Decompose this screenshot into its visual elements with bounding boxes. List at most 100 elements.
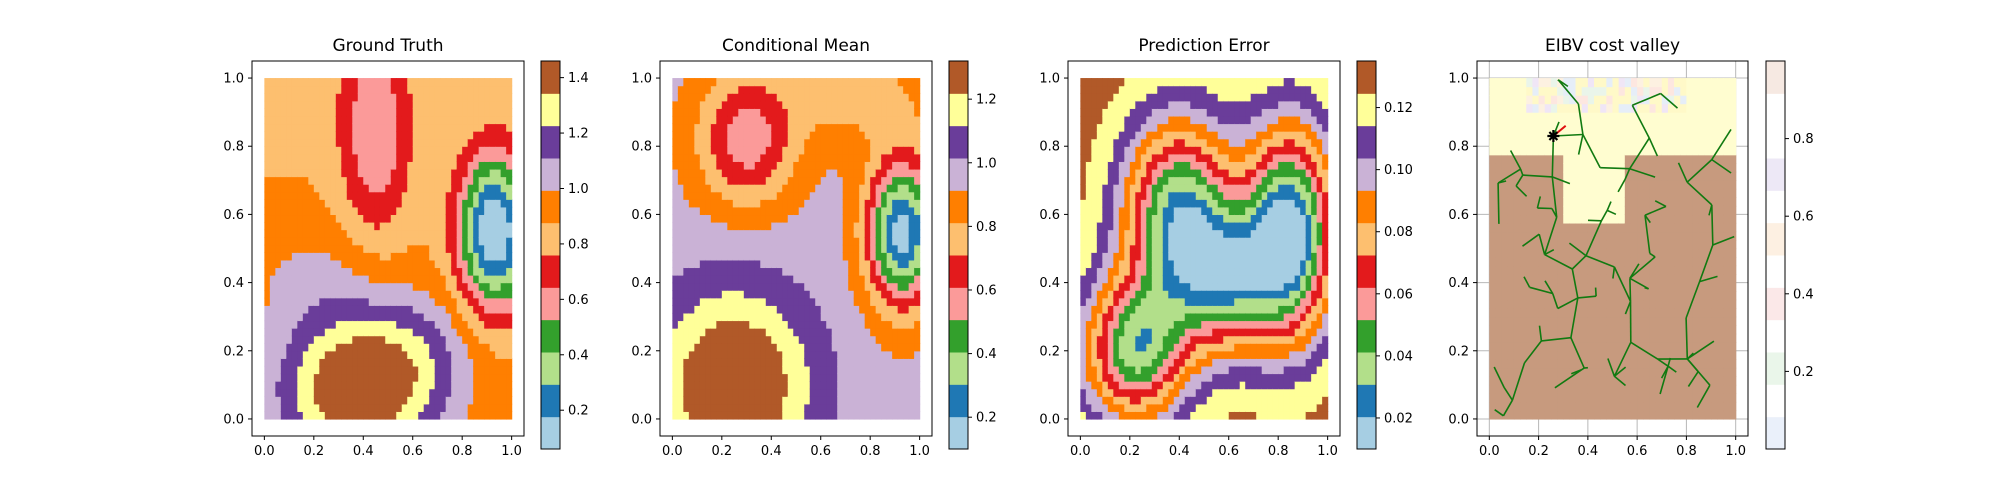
- heatmap-cell: [771, 320, 778, 329]
- heatmap-cell: [451, 358, 458, 367]
- heatmap-cell: [738, 115, 745, 125]
- heatmap-cell: [809, 153, 816, 162]
- heatmap-cell: [1080, 138, 1087, 147]
- heatmap-cell: [489, 373, 496, 382]
- heatmap-cell: [418, 350, 425, 359]
- heatmap-cell: [842, 206, 849, 216]
- heatmap-cell: [908, 214, 915, 223]
- heatmap-cell: [771, 100, 778, 109]
- heatmap-cell: [335, 176, 342, 185]
- heatmap-cell: [793, 100, 800, 109]
- heatmap-cell: [672, 312, 679, 322]
- heatmap-cell: [440, 168, 447, 178]
- heatmap-cell: [1102, 221, 1109, 231]
- heatmap-cell: [837, 244, 844, 253]
- heatmap-cell: [407, 146, 414, 155]
- heatmap-cell: [864, 267, 871, 276]
- heatmap-cell: [705, 221, 712, 231]
- heatmap-cell: [1091, 388, 1098, 397]
- heatmap-cell: [423, 312, 430, 322]
- heatmap-cell: [683, 78, 690, 87]
- heatmap-cell: [787, 146, 794, 155]
- heatmap-cell: [699, 85, 706, 94]
- heatmap-cell: [826, 244, 833, 253]
- heatmap-cell: [484, 275, 491, 284]
- heatmap-cell: [848, 343, 855, 352]
- heatmap-cell: [1157, 161, 1164, 170]
- heatmap-cell: [716, 85, 723, 94]
- heatmap-cell: [914, 168, 921, 178]
- heatmap-cell: [412, 403, 419, 412]
- heatmap-cell: [418, 146, 425, 155]
- heatmap-cell: [467, 350, 474, 359]
- heatmap-cell: [407, 381, 414, 390]
- heatmap-cell: [1096, 297, 1103, 306]
- colorbar-segment: [541, 352, 560, 385]
- heatmap-cell: [809, 123, 816, 132]
- heatmap-cell: [1107, 403, 1114, 412]
- heatmap-cell: [1162, 108, 1169, 117]
- heatmap-cell: [308, 312, 315, 322]
- heatmap-cell: [418, 358, 425, 367]
- heatmap-cell: [489, 305, 496, 314]
- heatmap-cell: [297, 115, 304, 125]
- heatmap-cell: [346, 131, 353, 140]
- heatmap-cell: [886, 373, 893, 382]
- heatmap-cell: [297, 297, 304, 306]
- heatmap-cell: [897, 358, 904, 367]
- heatmap-cell: [1162, 252, 1169, 261]
- heatmap-cell: [1129, 85, 1136, 94]
- heatmap-cell: [401, 312, 408, 322]
- heatmap-cell: [1168, 373, 1175, 382]
- heatmap-cell: [705, 176, 712, 185]
- heatmap-cell: [793, 335, 800, 344]
- heatmap-cell: [319, 161, 326, 170]
- heatmap-cell: [335, 78, 342, 87]
- heatmap-cell: [721, 176, 728, 185]
- heatmap-cell: [1107, 343, 1114, 352]
- heatmap-cell: [1113, 168, 1120, 178]
- heatmap-cell: [765, 297, 772, 306]
- heatmap-cell: [809, 206, 816, 216]
- heatmap-cell: [473, 365, 480, 375]
- heatmap-cell: [1157, 403, 1164, 412]
- heatmap-cell: [749, 290, 756, 299]
- heatmap-cell: [820, 85, 827, 94]
- heatmap-cell: [264, 312, 271, 322]
- heatmap-cell: [804, 381, 811, 390]
- heatmap-cell: [760, 131, 767, 140]
- heatmap-cell: [1146, 214, 1153, 223]
- heatmap-cell: [787, 78, 794, 87]
- heatmap-cell: [716, 214, 723, 223]
- heatmap-cell: [798, 244, 805, 253]
- heatmap-cell: [1091, 297, 1098, 306]
- heatmap-cell: [727, 108, 734, 117]
- heatmap-cell: [1140, 267, 1147, 276]
- heatmap-cell: [892, 350, 899, 359]
- heatmap-cell: [412, 297, 419, 306]
- heatmap-cell: [688, 85, 695, 94]
- heatmap-cell: [782, 320, 789, 329]
- heatmap-cell: [897, 229, 904, 238]
- heatmap-cell: [870, 123, 877, 132]
- heatmap-cell: [694, 78, 701, 87]
- heatmap-cell: [440, 297, 447, 306]
- heatmap-cell: [429, 168, 436, 178]
- heatmap-cell: [765, 206, 772, 216]
- heatmap-cell: [738, 78, 745, 87]
- y-tick-label: 0.4: [1039, 276, 1060, 291]
- heatmap-cell: [727, 290, 734, 299]
- heatmap-cell: [1118, 131, 1125, 140]
- heatmap-cell: [456, 388, 463, 397]
- heatmap-cell: [374, 365, 381, 375]
- heatmap-cell: [434, 305, 441, 314]
- heatmap-cell: [1080, 403, 1087, 412]
- heatmap-cell: [473, 123, 480, 132]
- heatmap-cell: [264, 290, 271, 299]
- heatmap-cell: [754, 146, 761, 155]
- heatmap-cell: [688, 275, 695, 284]
- heatmap-cell: [776, 146, 783, 155]
- heatmap-cell: [1107, 85, 1114, 94]
- heatmap-cell: [760, 328, 767, 337]
- heatmap-cell: [1135, 312, 1142, 322]
